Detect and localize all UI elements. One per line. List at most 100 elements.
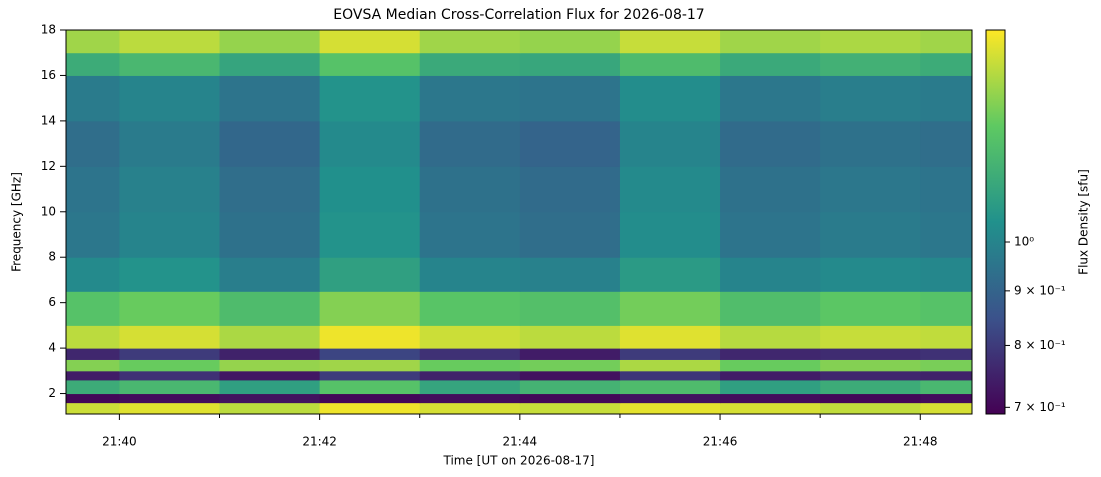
heatmap-cell [319,52,421,76]
heatmap-cell [519,75,621,122]
heatmap-cell [720,30,821,54]
plot-frame [65,29,973,415]
heatmap-cell [219,359,321,372]
heatmap-cell [419,325,521,349]
heatmap-cell [319,257,421,292]
heatmap-cell [219,379,321,395]
heatmap-cell [219,166,321,213]
y-axis-label: Frequency [GHz] [10,172,24,272]
y-tick-label: 6 [48,295,56,309]
x-tick-label: 21:40 [102,435,137,449]
heatmap-cell [119,325,221,349]
y-tick-label: 12 [41,159,56,173]
heatmap-cell [820,393,921,404]
heatmap-cell [720,348,821,360]
heatmap-cell [66,211,120,258]
heatmap-cell [619,348,721,360]
heatmap-cell [419,291,521,326]
heatmap-cell [920,379,973,395]
heatmap-cell [119,393,221,404]
heatmap-cell [720,75,821,122]
heatmap-cell [419,393,521,404]
heatmap-cell [920,52,973,76]
x-tick-label: 21:42 [302,435,337,449]
heatmap-cell [219,257,321,292]
heatmap-cell [619,379,721,395]
heatmap-cell [720,402,821,415]
heatmap-cell [219,402,321,415]
heatmap-cell [419,30,521,54]
heatmap-cell [720,52,821,76]
x-tick-label: 21:44 [503,435,538,449]
heatmap-cell [720,211,821,258]
heatmap-cell [519,120,621,167]
heatmap-cell [66,257,120,292]
heatmap-cell [720,120,821,167]
heatmap-cell [419,52,521,76]
y-tick-label: 18 [41,23,56,37]
heatmap-cell [519,325,621,349]
heatmap-cell [619,211,721,258]
heatmap-cell [820,359,921,372]
heatmap-cell [219,370,321,381]
heatmap-cell [519,52,621,76]
heatmap-cell [820,30,921,54]
heatmap-cell [920,291,973,326]
heatmap-cell [66,402,120,415]
heatmap-cell [720,359,821,372]
heatmap-cell [319,75,421,122]
heatmap-cell [219,30,321,54]
heatmap-cell [720,379,821,395]
heatmap-cell [119,52,221,76]
heatmap-cell [820,402,921,415]
heatmap-cell [419,211,521,258]
heatmap-cell [119,370,221,381]
heatmap-cell [419,75,521,122]
heatmap-cell [319,30,421,54]
heatmap-cell [820,52,921,76]
heatmap-cell [419,370,521,381]
heatmap-cell [66,359,120,372]
colorbar-tick-label: 10⁰ [1014,235,1034,249]
heatmap-cell [519,348,621,360]
heatmap-cell [219,211,321,258]
heatmap-cell [519,402,621,415]
heatmap-cell [219,120,321,167]
heatmap-cell [720,370,821,381]
heatmap-cell [119,348,221,360]
heatmap-cell [66,166,120,213]
heatmap-cell [419,120,521,167]
y-tick-label: 10 [41,204,56,218]
heatmap-cell [820,370,921,381]
heatmap-cell [319,166,421,213]
colorbar [985,29,1006,415]
heatmap-cell [66,379,120,395]
heatmap-cell [619,393,721,404]
heatmap-cell [920,120,973,167]
heatmap-cell [920,370,973,381]
heatmap-cell [920,75,973,122]
heatmap-cell [619,291,721,326]
heatmap-cell [319,291,421,326]
heatmap-cell [319,211,421,258]
heatmap-cell [619,325,721,349]
x-tick-label: 21:46 [703,435,738,449]
heatmap-cell [219,291,321,326]
heatmap-cell [66,52,120,76]
heatmap-cell [619,359,721,372]
heatmap-cell [920,325,973,349]
heatmap-cell [419,166,521,213]
y-tick-label: 4 [48,341,56,355]
heatmap-cell [119,359,221,372]
heatmap-cell [66,325,120,349]
heatmap-cell [319,348,421,360]
heatmap-cell [319,379,421,395]
heatmap-cell [720,257,821,292]
heatmap-cell [66,393,120,404]
heatmap-cell [720,393,821,404]
heatmap-cell [920,30,973,54]
heatmap-cell [219,52,321,76]
heatmap-cell [119,257,221,292]
heatmap-cell [820,379,921,395]
colorbar-tick-label: 7 × 10⁻¹ [1014,400,1066,414]
